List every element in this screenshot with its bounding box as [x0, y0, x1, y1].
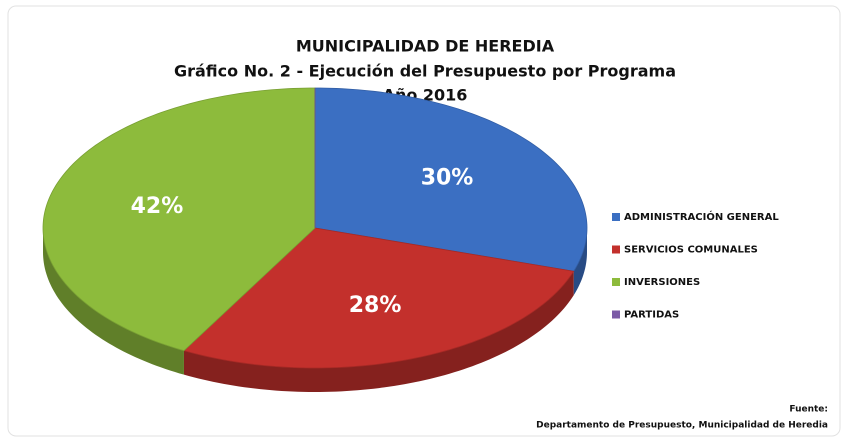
legend-label: INVERSIONES [624, 277, 700, 288]
legend-label: PARTIDAS [624, 310, 679, 321]
source-text: Departamento de Presupuesto, Municipalid… [536, 421, 828, 431]
chart-subtitle: Gráfico No. 2 - Ejecución del Presupuest… [174, 62, 676, 81]
legend-label: SERVICIOS COMUNALES [624, 245, 758, 256]
data-label: 42% [131, 194, 184, 219]
pie-slice-side [573, 228, 587, 296]
legend-swatch [612, 213, 620, 221]
pie-slice [314, 87, 588, 272]
legend-swatch [612, 245, 620, 254]
legend-swatch [612, 310, 620, 319]
legend-swatch [612, 278, 620, 286]
pie-slice-side [43, 228, 184, 375]
source-label: Fuente: [789, 405, 828, 415]
data-label: 28% [349, 293, 402, 318]
pie-slice-side [183, 271, 574, 392]
legend-label: ADMINISTRACIÓN GENERAL [624, 210, 779, 223]
data-label: 30% [421, 166, 474, 191]
pie-slice [183, 227, 575, 369]
pie-slice [42, 87, 316, 352]
chart-title: MUNICIPALIDAD DE HEREDIA [296, 37, 555, 56]
